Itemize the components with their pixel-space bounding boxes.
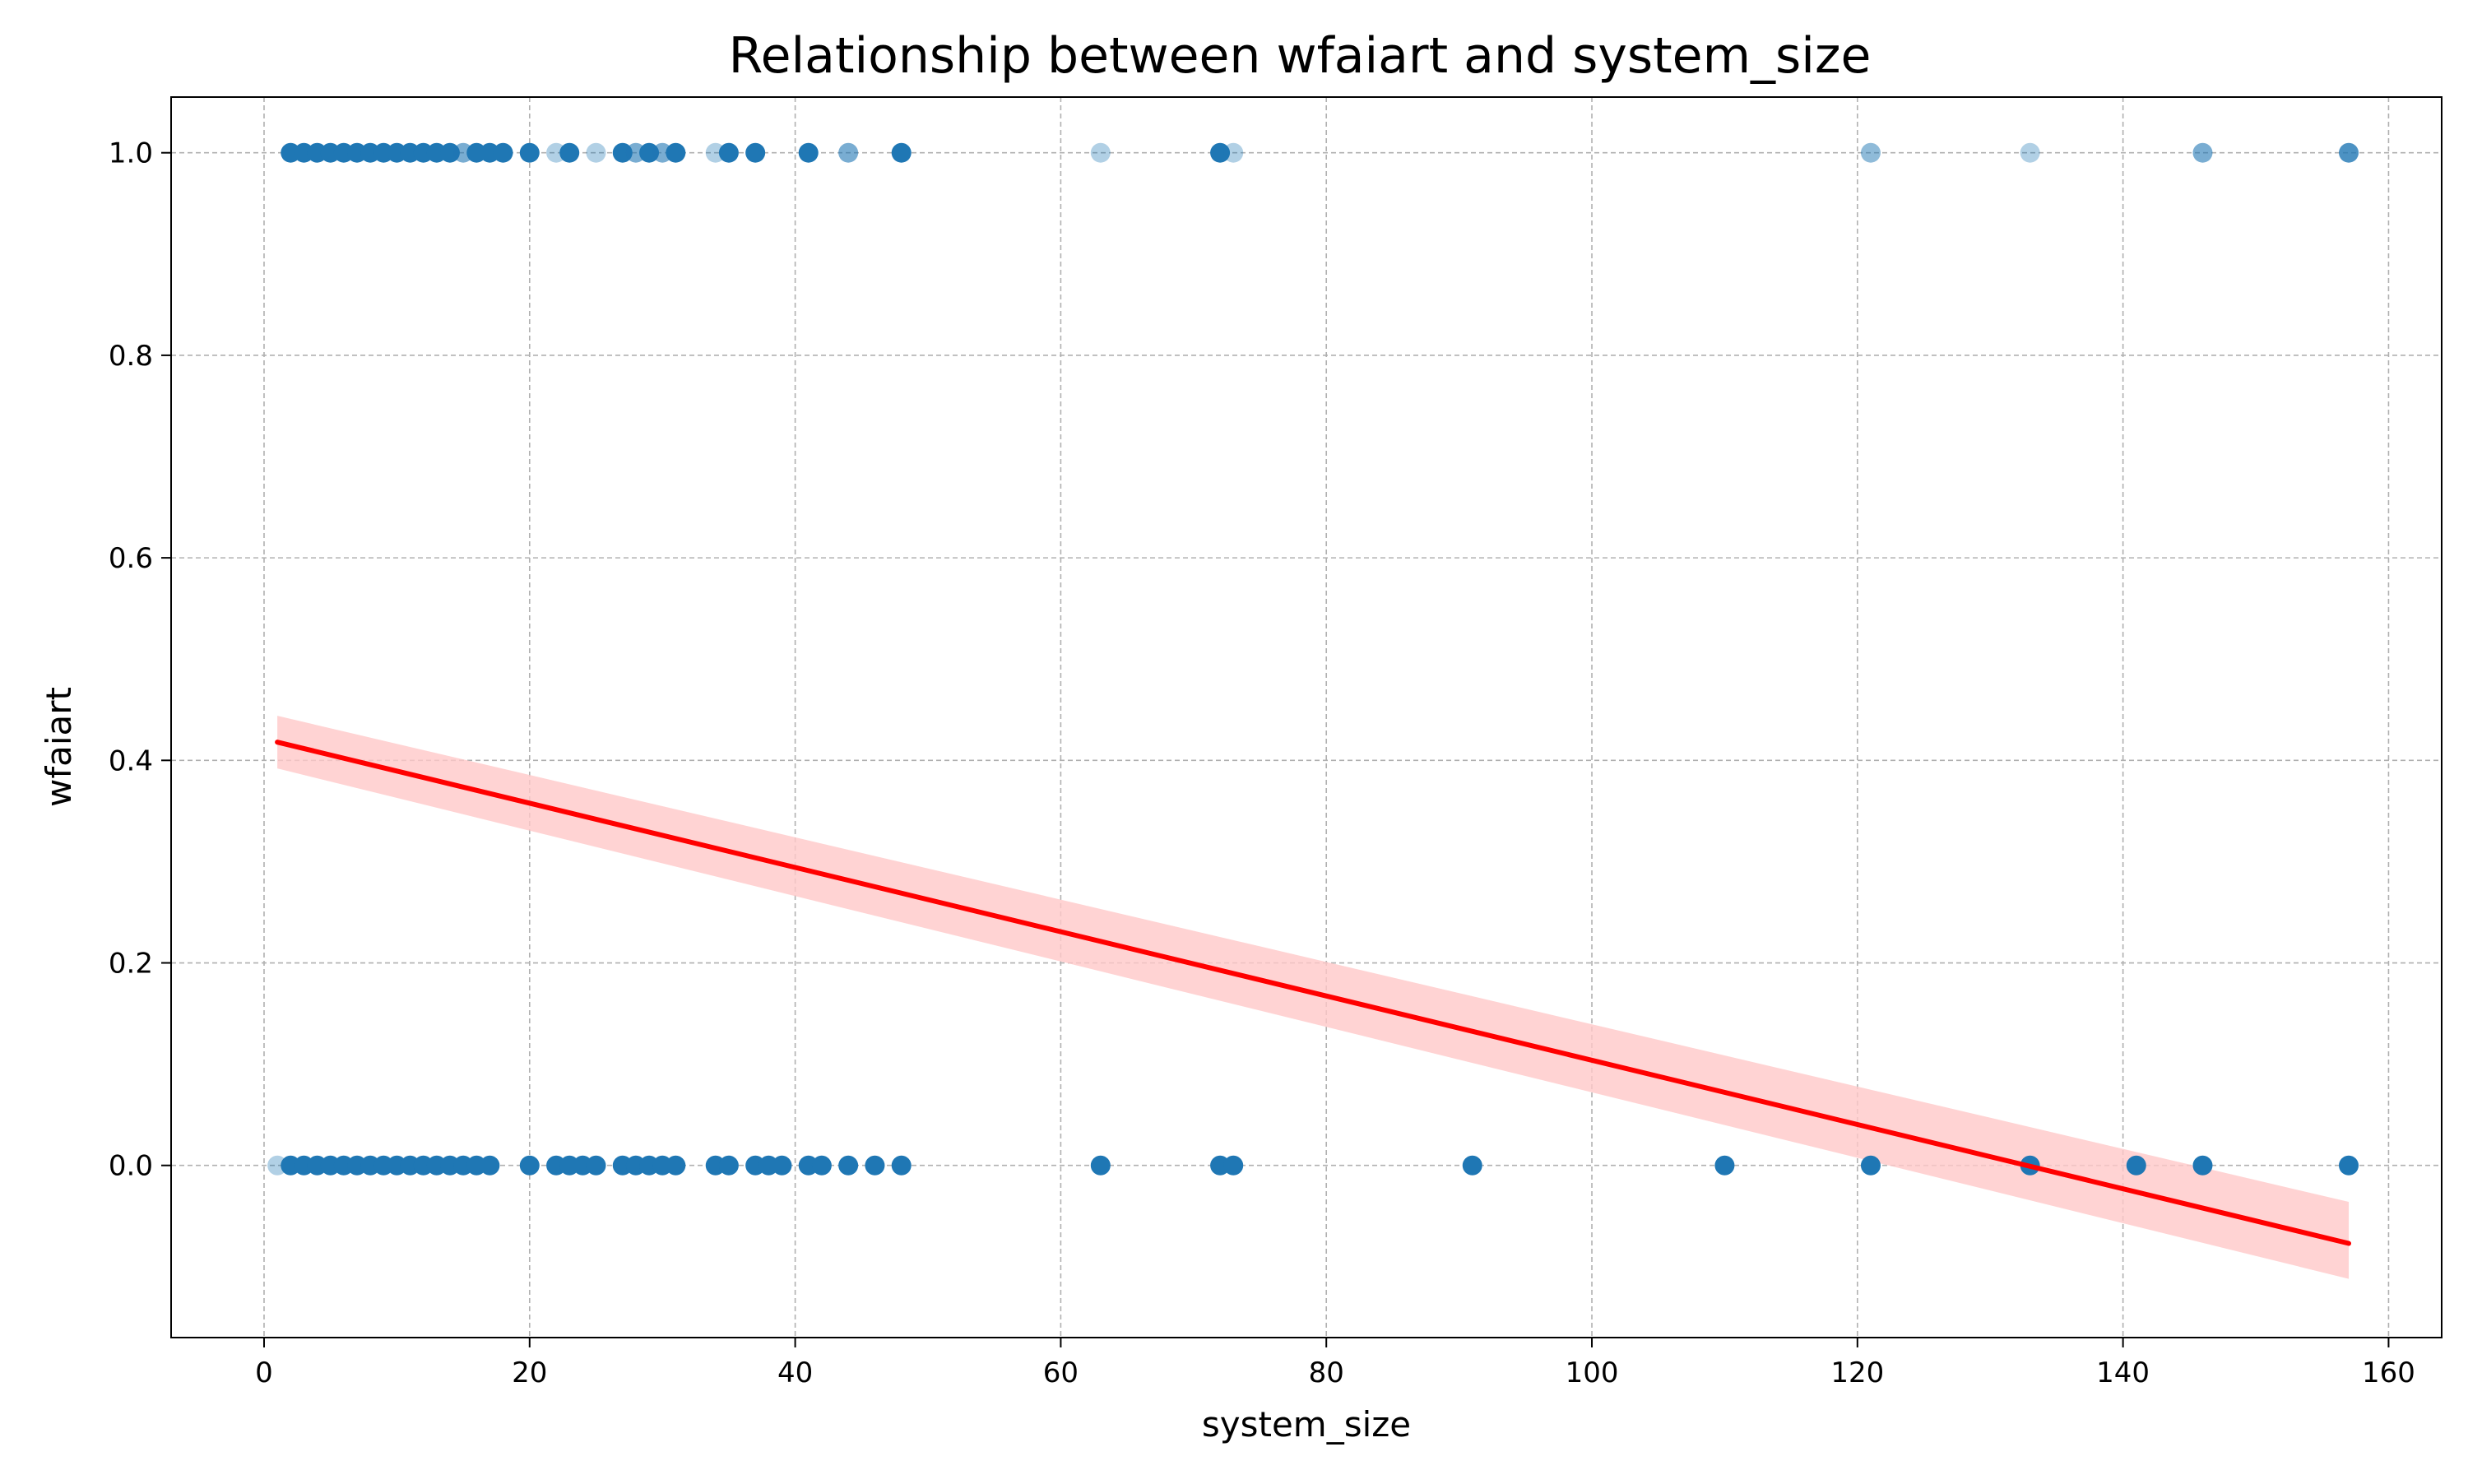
scatter-points bbox=[267, 142, 2359, 1176]
data-point bbox=[1090, 142, 1111, 163]
y-axis-label: wfaiart bbox=[39, 687, 79, 807]
x-tick-label: 120 bbox=[1830, 1356, 1884, 1389]
data-point bbox=[891, 142, 912, 163]
data-point bbox=[1860, 1155, 1881, 1176]
data-point bbox=[519, 142, 540, 163]
chart-title: Relationship between wfaiart and system_… bbox=[729, 27, 1872, 85]
data-point bbox=[2192, 142, 2213, 163]
x-tick-label: 80 bbox=[1309, 1356, 1344, 1389]
confidence-band-layer bbox=[277, 716, 2350, 1279]
data-point bbox=[1090, 1155, 1111, 1176]
data-point bbox=[1714, 1155, 1735, 1176]
data-point bbox=[559, 142, 580, 163]
data-point bbox=[811, 1155, 832, 1176]
x-tick-label: 160 bbox=[2362, 1356, 2415, 1389]
data-point bbox=[745, 142, 766, 163]
data-point bbox=[1860, 142, 1881, 163]
data-point bbox=[2192, 1155, 2213, 1176]
data-point bbox=[519, 1155, 540, 1176]
data-point bbox=[586, 1155, 606, 1176]
data-point bbox=[838, 142, 859, 163]
data-point bbox=[1462, 1155, 1482, 1176]
x-tick-label: 20 bbox=[512, 1356, 547, 1389]
grid-lines bbox=[171, 97, 2442, 1338]
y-tick-label: 0.4 bbox=[109, 744, 153, 777]
data-point bbox=[718, 142, 739, 163]
data-point bbox=[2339, 1155, 2359, 1176]
data-point bbox=[891, 1155, 912, 1176]
regression-line-layer bbox=[275, 740, 2352, 1246]
data-point bbox=[718, 1155, 739, 1176]
regression-line bbox=[275, 740, 2352, 1246]
data-point bbox=[838, 1155, 859, 1176]
confidence-band bbox=[277, 716, 2350, 1279]
data-point bbox=[2339, 142, 2359, 163]
x-tick-label: 100 bbox=[1566, 1356, 1619, 1389]
data-point bbox=[2020, 142, 2040, 163]
x-tick-label: 60 bbox=[1043, 1356, 1079, 1389]
data-point bbox=[865, 1155, 885, 1176]
data-point bbox=[798, 142, 819, 163]
y-tick-label: 0.8 bbox=[109, 340, 153, 373]
plot-frame bbox=[170, 96, 2442, 1338]
data-point bbox=[2126, 1155, 2146, 1176]
y-tick-label: 1.0 bbox=[109, 137, 153, 170]
data-point bbox=[1223, 1155, 1244, 1176]
y-tick-label: 0.6 bbox=[109, 542, 153, 575]
data-point bbox=[480, 1155, 500, 1176]
data-point bbox=[666, 142, 686, 163]
y-axis-ticks: 0.0 0.2 0.4 0.6 0.8 1.0 bbox=[109, 137, 171, 1183]
y-tick-label: 0.2 bbox=[109, 948, 153, 981]
x-tick-label: 140 bbox=[2096, 1356, 2150, 1389]
x-tick-label: 0 bbox=[255, 1356, 273, 1389]
y-tick-label: 0.0 bbox=[109, 1150, 153, 1183]
data-point bbox=[586, 142, 606, 163]
x-tick-label: 40 bbox=[777, 1356, 813, 1389]
x-axis-ticks: 0 20 40 60 80 100 120 140 160 bbox=[255, 1338, 2415, 1389]
data-point bbox=[1210, 142, 1231, 163]
data-point bbox=[1223, 142, 1244, 163]
data-point bbox=[666, 1155, 686, 1176]
data-point bbox=[493, 142, 513, 163]
x-axis-label: system_size bbox=[1202, 1404, 1411, 1445]
data-point bbox=[772, 1155, 792, 1176]
